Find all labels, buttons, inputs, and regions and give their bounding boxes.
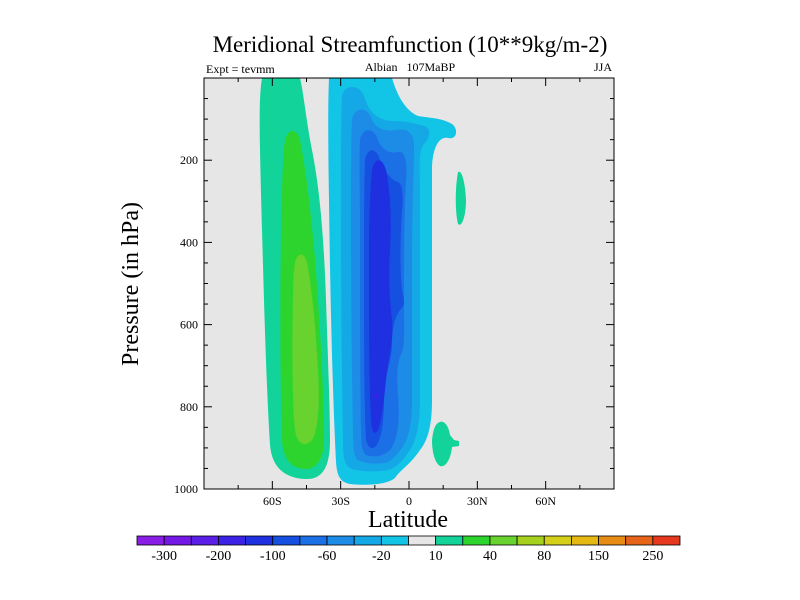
y-tick-label: 800: [180, 400, 198, 414]
colorbar-swatch: [652, 535, 681, 546]
colorbar-swatch: [272, 535, 301, 546]
colorbar-swatch: [380, 535, 409, 546]
y-tick-label: 600: [180, 318, 198, 332]
colorbar-label: -20: [372, 549, 391, 564]
colorbar-swatch: [408, 535, 437, 546]
colorbar-label: -60: [318, 549, 337, 564]
x-tick-label: 30N: [467, 494, 488, 508]
hadley-contour-150: [374, 392, 378, 399]
colorbar-label: -200: [206, 549, 232, 564]
colorbar-swatch: [516, 535, 545, 546]
colorbar-swatch: [571, 535, 599, 546]
colorbar-swatch: [245, 535, 274, 546]
colorbar-swatch: [190, 535, 219, 546]
colorbar-label: 150: [588, 549, 609, 564]
chart-title: Meridional Streamfunction (10**9kg/m-2): [213, 32, 608, 57]
x-tick-label: 0: [406, 494, 412, 508]
subtitle-center: Albian 107MaBP: [365, 60, 456, 74]
y-axis-major-ticks: [204, 159, 614, 490]
y-axis-minor-ticks: [204, 98, 614, 469]
colorbar-swatch: [625, 535, 654, 546]
colorbar-swatch: [353, 535, 382, 546]
y-tick-label: 400: [180, 235, 198, 249]
sh-cell-contour-40: [292, 254, 319, 445]
hadley-contour-100: [369, 160, 393, 433]
colorbar-label: 10: [429, 549, 443, 564]
colorbar-swatch: [163, 535, 192, 546]
x-axis-ticks: [237, 78, 581, 489]
colorbar-swatch: [326, 535, 355, 546]
colorbar-label: 40: [483, 549, 497, 564]
colorbar-swatch: [299, 535, 328, 546]
nh-upper-cell-contour-10: [455, 171, 466, 225]
colorbar-label: 80: [537, 549, 551, 564]
x-axis-labels: 60S 30S 0 30N 60N: [263, 494, 556, 508]
colorbar-swatch: [543, 535, 572, 546]
colorbar-swatch: [462, 535, 491, 546]
x-tick-label: 60S: [263, 494, 282, 508]
y-axis-title: Pressure (in hPa): [118, 202, 144, 366]
colorbar-label: 250: [642, 549, 663, 564]
colorbar-labels: -300 -200 -100 -60 -20 10 40 80 150 250: [151, 549, 663, 564]
nh-lower-cell-contour-10: [432, 421, 459, 467]
colorbar-label: -100: [260, 549, 286, 564]
y-tick-label: 1000: [174, 482, 198, 496]
contour-fill: [259, 78, 466, 485]
x-axis-title: Latitude: [368, 507, 448, 533]
colorbar-swatch: [136, 535, 165, 546]
subtitle-right: JJA: [594, 60, 612, 74]
colorbar-swatch: [598, 535, 627, 546]
subtitle-left: Expt = tevmm: [206, 62, 275, 76]
colorbar-swatch: [435, 535, 464, 546]
x-tick-label: 30S: [331, 494, 350, 508]
x-tick-label: 60N: [535, 494, 556, 508]
y-axis-labels: 200 400 600 800 1000: [174, 153, 198, 496]
colorbar: [136, 535, 681, 546]
y-tick-label: 200: [180, 153, 198, 167]
colorbar-label: -300: [151, 549, 177, 564]
colorbar-swatch: [218, 535, 246, 546]
colorbar-swatch: [489, 535, 518, 546]
